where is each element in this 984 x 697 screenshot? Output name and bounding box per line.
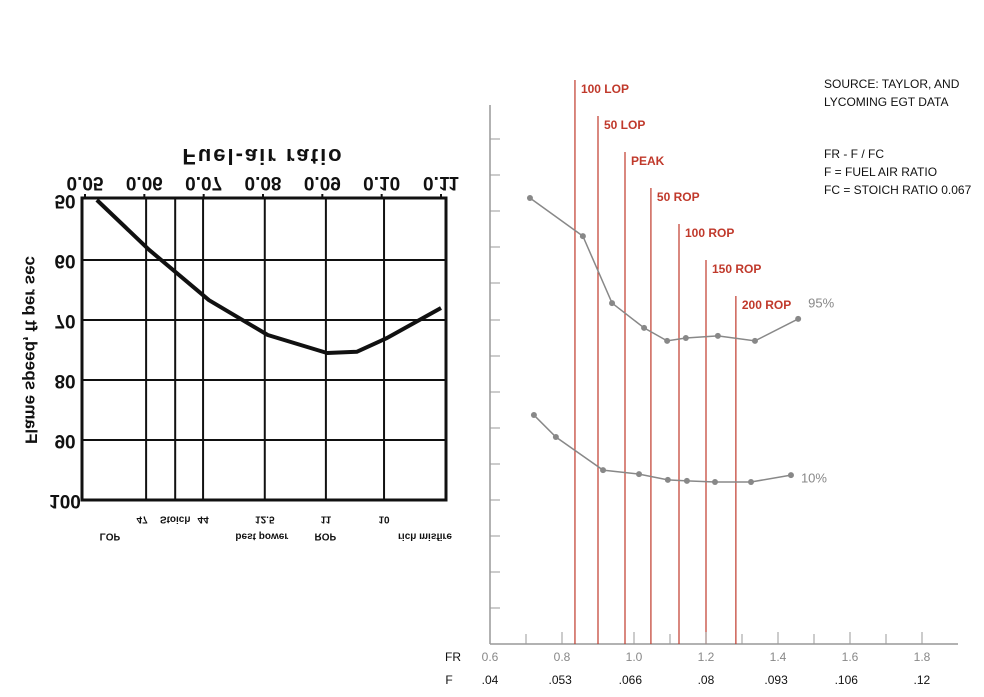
x-tick-label: 0.10 (363, 172, 400, 193)
data-point (682, 335, 689, 341)
x2-tick-label: .04 (482, 673, 499, 687)
x-tick-label: 1.2 (698, 650, 715, 664)
data-point (579, 233, 586, 240)
data-point (795, 315, 802, 322)
y-axis-minor-ticks (490, 138, 500, 609)
x-tick-label: 0.6 (482, 650, 499, 664)
marker-label: 11 (321, 513, 332, 524)
zone-label: LOP (100, 530, 121, 541)
chart-title: Fuel-air ratio (182, 144, 343, 169)
note: SOURCE: TAYLOR, AND (824, 77, 960, 91)
x2-tick-label: .066 (619, 673, 643, 687)
x-tick-label: 0.05 (67, 172, 104, 193)
x-tick-label: 1.6 (842, 650, 859, 664)
x-tick-label: 1.4 (770, 650, 787, 664)
reference-label: 50 LOP (604, 118, 645, 132)
zone-label: rich misfire (398, 530, 452, 541)
x-tick-label: 0.8 (554, 650, 571, 664)
curve (95, 198, 442, 355)
reference-label: 100 ROP (685, 226, 734, 240)
reference-label: 150 ROP (712, 262, 761, 276)
x2-tick-label: .093 (764, 673, 788, 687)
zone-label: best power (235, 530, 288, 541)
note: LYCOMING EGT DATA (824, 95, 948, 109)
data-point (787, 472, 794, 479)
series-label: 95% (808, 295, 834, 310)
data-point (636, 471, 643, 478)
marker-label: Stoich (160, 513, 191, 524)
x-tick-label: 1.8 (914, 650, 931, 664)
x-tick-label: 0.08 (245, 172, 282, 193)
data-point (552, 434, 559, 440)
y-tick-label: 60 (54, 250, 75, 271)
x2-tick-label: .053 (548, 673, 572, 687)
y-tick-label: 50 (54, 190, 75, 211)
data-point (641, 324, 648, 331)
data-point (664, 476, 671, 483)
x-tick-label: 0.06 (126, 172, 163, 193)
x-tick-label: 0.07 (185, 172, 222, 193)
x-tick-label: 1.0 (626, 650, 643, 664)
y-tick-label: 70 (54, 310, 75, 331)
note: FC = STOICH RATIO 0.067 (824, 183, 972, 197)
note: FR - F / FC (824, 147, 884, 161)
x-axis-label: FR (445, 650, 461, 664)
marker-label: 44 (198, 513, 210, 524)
data-point (714, 332, 721, 339)
x-tick-label: 0.09 (304, 172, 341, 193)
data-point (526, 194, 533, 201)
data-point (683, 477, 690, 484)
zone-label: ROP (314, 530, 336, 541)
data-point (748, 479, 754, 485)
reference-label: 100 LOP (581, 82, 629, 96)
reference-label: 200 ROP (742, 298, 791, 312)
data-point (751, 337, 758, 344)
data-point (664, 337, 671, 344)
x2-tick-label: .12 (913, 673, 930, 687)
x2-tick-label: .08 (698, 673, 715, 687)
marker-label: 12.5 (255, 513, 275, 524)
y-tick-label: 100 (49, 490, 81, 511)
reference-label: 50 ROP (657, 190, 700, 204)
reference-label: PEAK (631, 154, 665, 168)
data-point (530, 412, 537, 419)
y-tick-label: 80 (54, 370, 75, 391)
note: F = FUEL AIR RATIO (824, 165, 937, 179)
data-point (600, 467, 607, 474)
x2-tick-label: .106 (835, 673, 859, 687)
y-tick-label: 90 (54, 430, 75, 451)
data-point (609, 300, 616, 307)
data-point (712, 479, 718, 485)
x-tick-label: 0.11 (423, 172, 459, 193)
y-axis-label: Flame speed, ft per sec (22, 256, 41, 444)
series-label: 10% (801, 471, 827, 486)
marker-label: 47 (137, 513, 149, 524)
marker-label: 10 (378, 513, 390, 524)
x2-axis-label: F (445, 673, 452, 687)
